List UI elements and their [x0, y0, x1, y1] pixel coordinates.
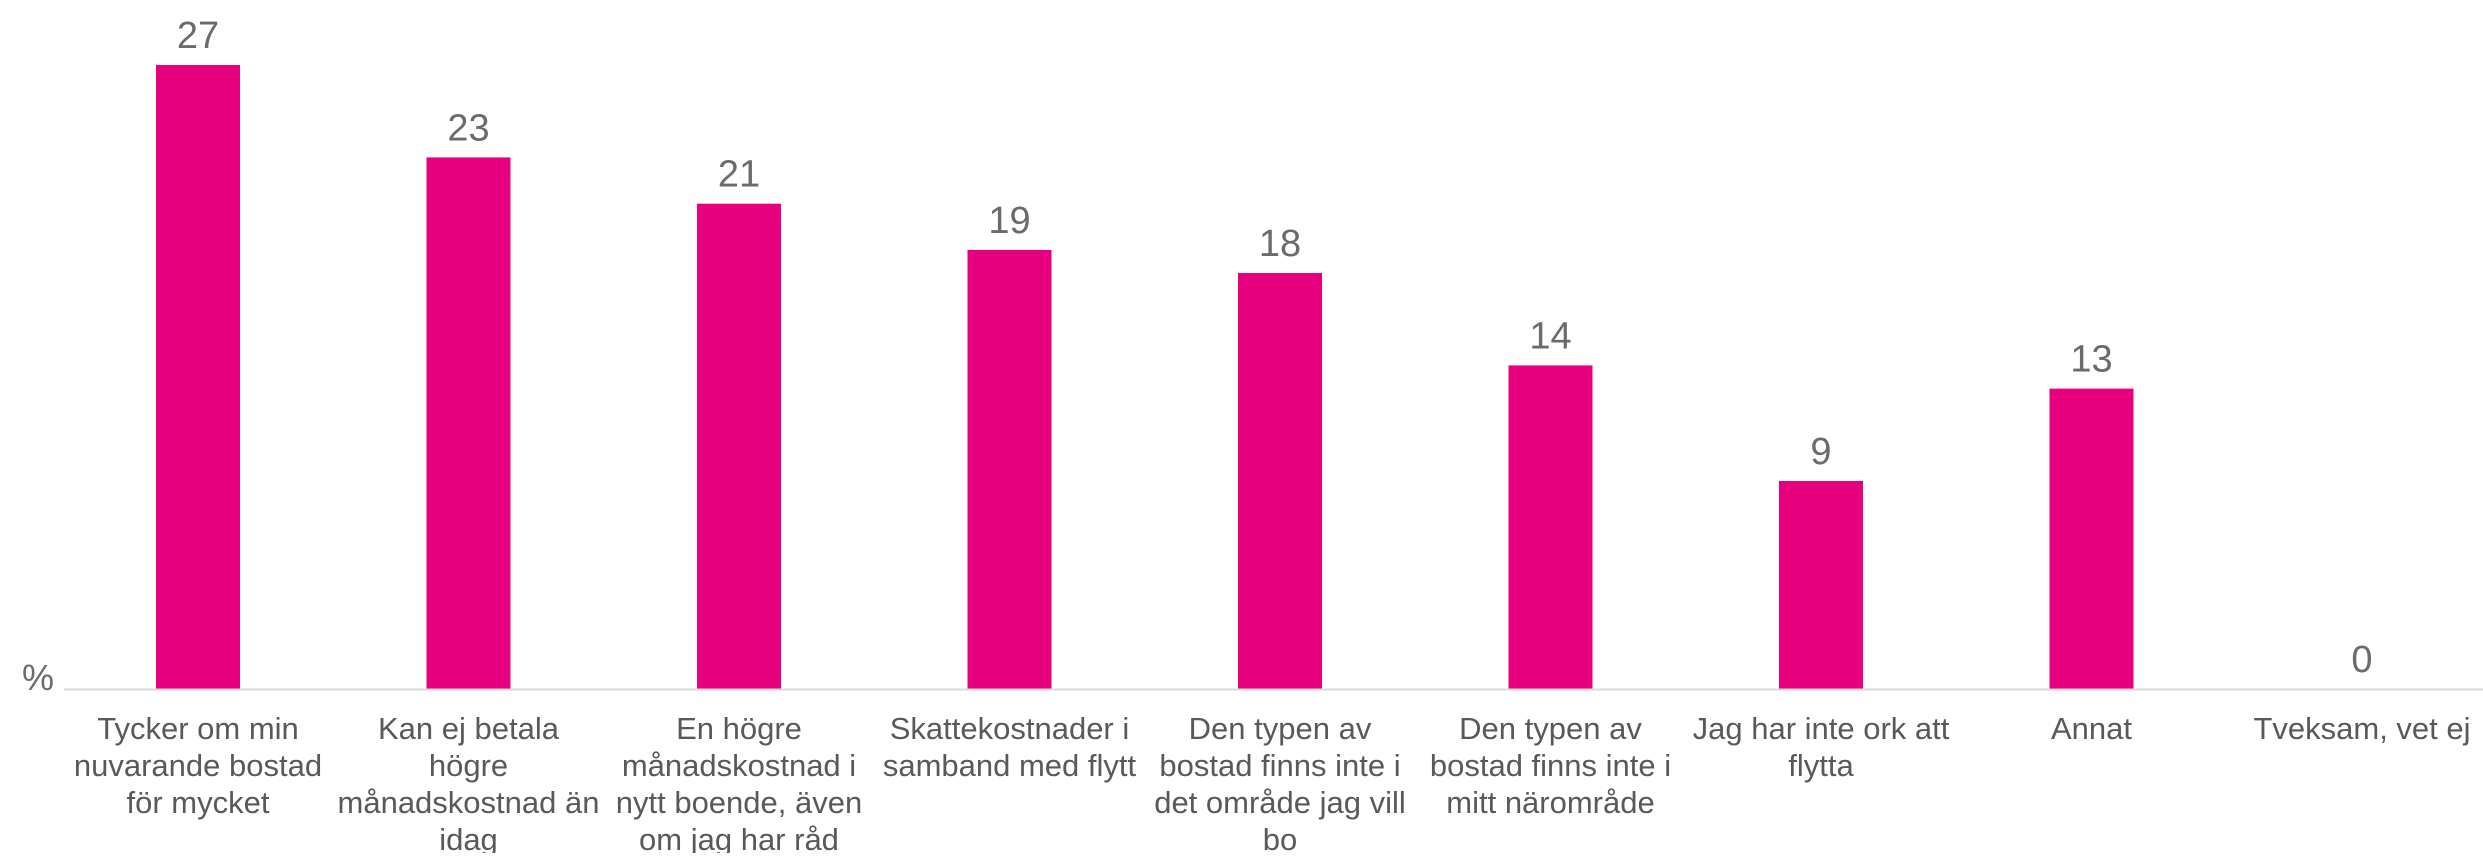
- bar-7: [1779, 481, 1863, 689]
- category-label-line: om jag har råd: [639, 822, 839, 853]
- category-label-line: bostad finns inte i: [1430, 748, 1671, 783]
- value-label-7: 9: [1810, 431, 1831, 473]
- category-label-5: Den typen av bostad finns inte i det områd…: [1154, 711, 1406, 853]
- bar-4: [967, 249, 1052, 689]
- category-label-line: månadskostnad än: [338, 785, 600, 820]
- category-label-line: månadskostnad i: [622, 748, 856, 783]
- category-label-line: för mycket: [127, 785, 270, 820]
- category-label-6: Den typen av bostad finns inte i mitt näro…: [1430, 711, 1671, 820]
- category-label-line: Skattekostnader i: [890, 711, 1130, 746]
- category-label-line: högre: [429, 748, 508, 783]
- category-label-line: Den typen av: [1459, 711, 1642, 746]
- category-label-line: Annat: [2051, 711, 2132, 746]
- category-label-line: samband med flytt: [883, 748, 1137, 783]
- bar-3: [697, 203, 781, 689]
- bar-1: [156, 65, 240, 689]
- y-unit-label: %: [22, 657, 54, 698]
- value-label-3: 21: [718, 154, 760, 196]
- category-labels-layer: Tycker om min nuvarande bostad för mycketK…: [74, 711, 2471, 857]
- value-labels-layer: 27 23 21 19 18 14 9 13 0: [177, 15, 2373, 681]
- value-label-8: 13: [2070, 339, 2112, 381]
- category-label-9: Tveksam, vet ej: [2253, 711, 2470, 746]
- value-label-9: 0: [2351, 639, 2372, 681]
- category-label-2: Kan ej betala högre månadskostnad än idag: [338, 711, 600, 853]
- category-label-line: det område jag vill: [1154, 785, 1406, 820]
- category-label-line: Jag har inte ork att: [1693, 711, 1950, 746]
- bars-layer: [156, 65, 2134, 689]
- value-label-5: 18: [1259, 223, 1301, 265]
- value-label-4: 19: [988, 200, 1030, 242]
- value-label-6: 14: [1529, 315, 1571, 357]
- category-label-4: Skattekostnader i samband med flytt: [883, 711, 1137, 783]
- category-label-line: Kan ej betala: [378, 711, 560, 746]
- category-label-line: Tycker om min: [97, 711, 299, 746]
- value-label-1: 27: [177, 15, 219, 57]
- bar-2: [426, 157, 511, 689]
- category-label-line: En högre: [676, 711, 802, 746]
- bar-6: [1508, 365, 1593, 689]
- category-label-line: bostad finns inte i: [1159, 748, 1400, 783]
- category-label-3: En högre månadskostnad i nytt boende, även…: [616, 711, 862, 853]
- category-label-8: Annat: [2051, 711, 2132, 746]
- category-label-7: Jag har inte ork att flytta: [1693, 711, 1950, 783]
- category-label-line: nuvarande bostad: [74, 748, 322, 783]
- category-label-line: nytt boende, även: [616, 785, 862, 820]
- category-label-line: mitt närområde: [1446, 785, 1654, 820]
- category-label-line: bo: [1263, 822, 1297, 853]
- category-label-line: flytta: [1788, 748, 1854, 783]
- bar-8: [2049, 388, 2134, 689]
- category-label-1: Tycker om min nuvarande bostad för mycket: [74, 711, 322, 820]
- bar-5: [1238, 273, 1322, 689]
- category-label-line: Den typen av: [1189, 711, 1372, 746]
- category-label-line: idag: [439, 822, 498, 853]
- value-label-2: 23: [447, 107, 489, 149]
- category-label-line: Tveksam, vet ej: [2253, 711, 2470, 746]
